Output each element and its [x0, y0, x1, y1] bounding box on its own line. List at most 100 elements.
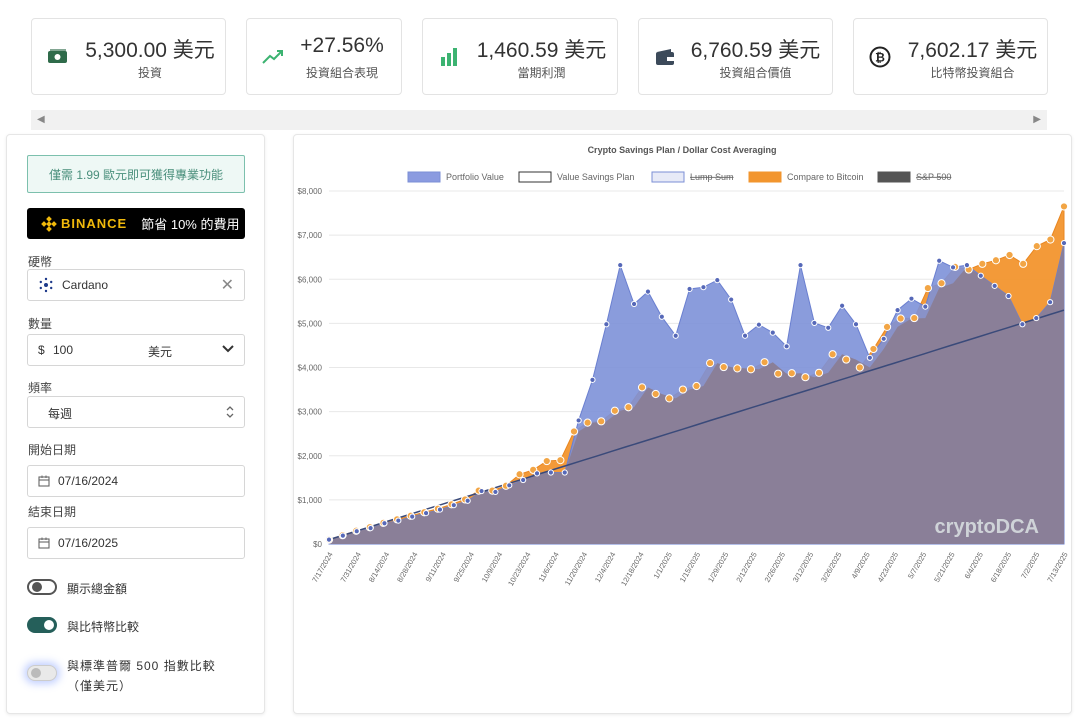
trend-up-icon [261, 45, 285, 69]
portfolio-point [644, 288, 652, 295]
portfolio-point [381, 520, 388, 527]
portfolio-point [825, 324, 832, 331]
portfolio-point [520, 476, 527, 484]
legend-label: S&P 500 [916, 172, 951, 182]
binance-logo-text: BINANCE [61, 216, 128, 231]
stat-value: 7,602.17 美元 [907, 39, 1038, 62]
portfolio-point [575, 417, 582, 424]
wallet-icon [653, 45, 677, 69]
bitcoin-point [923, 283, 932, 293]
bitcoin-point [814, 368, 824, 377]
calendar-icon [38, 475, 50, 490]
y-tick-label: $7,000 [298, 231, 323, 240]
frequency-select[interactable]: 每週 [27, 396, 245, 428]
stat-label: 投資 [137, 66, 162, 80]
legend-label: Value Savings Plan [557, 172, 634, 182]
toggle-show-total-label: 顯示總金額 [67, 582, 128, 596]
x-tick-label: 3/26/2025 [819, 551, 843, 584]
portfolio-point [630, 300, 638, 308]
x-tick-label: 7/31/2024 [339, 551, 363, 584]
frequency-value: 每週 [48, 407, 73, 421]
bitcoin-point [1059, 202, 1069, 211]
portfolio-point [686, 285, 693, 293]
bitcoin-point [1005, 250, 1014, 260]
toggle-knob [31, 668, 41, 678]
portfolio-point [547, 469, 554, 476]
bitcoin-point [1032, 242, 1041, 251]
toggle-sp500-line2: （僅美元） [67, 679, 133, 693]
portfolio-point [603, 321, 610, 328]
frequency-label: 頻率 [28, 381, 53, 395]
stat-label: 投資組合價值 [719, 66, 792, 80]
portfolio-point [866, 354, 873, 361]
bitcoin-point [556, 456, 565, 465]
toggle-compare-sp500[interactable] [27, 665, 57, 681]
bitcoin-point [855, 363, 864, 372]
bitcoin-point [1046, 235, 1055, 244]
toggle-compare-bitcoin-label: 與比特幣比較 [67, 620, 140, 634]
clear-icon[interactable]: ✕ [220, 277, 234, 294]
end-date-label: 結束日期 [28, 505, 77, 519]
stat-value: 6,760.59 美元 [690, 39, 821, 62]
y-tick-label: $4,000 [298, 364, 323, 373]
bitcoin-point [610, 406, 619, 415]
calendar-icon [38, 537, 50, 552]
binance-banner[interactable]: BINANCE 節省 10% 的費用 [27, 208, 245, 239]
x-tick-label: 12/18/2024 [619, 551, 646, 588]
x-tick-label: 3/12/2025 [791, 551, 815, 584]
portfolio-point [658, 313, 665, 320]
end-date-input[interactable]: 07/16/2025 [27, 527, 245, 559]
x-tick-label: 7/13/2025 [1045, 551, 1069, 584]
scroll-right-icon[interactable]: ▶ [1033, 114, 1041, 125]
x-tick-label: 1/29/2025 [706, 551, 730, 584]
bitcoin-point [842, 355, 851, 364]
toggle-knob [32, 582, 42, 592]
portfolio-point [797, 262, 804, 269]
x-tick-label: 7/17/2024 [310, 551, 334, 584]
bitcoin-point [692, 381, 701, 391]
y-tick-label: $8,000 [298, 187, 323, 196]
watermark: cryptoDCA [935, 516, 1039, 538]
x-tick-label: 10/23/2024 [506, 551, 533, 588]
x-tick-label: 6/4/2025 [963, 551, 985, 581]
bitcoin-point [665, 394, 674, 403]
currency-value[interactable]: 美元 [148, 345, 173, 359]
pro-features-banner[interactable]: 僅需 1.99 歐元即可獲得專業功能 [27, 155, 245, 193]
stat-label: 當期利潤 [517, 66, 566, 80]
stat-card-profit: 1,460.59 美元 當期利潤 [422, 18, 618, 95]
stat-value: 5,300.00 美元 [85, 39, 215, 62]
horizontal-scrollbar[interactable]: ◀ ▶ [31, 110, 1047, 130]
amount-prefix: $ [38, 343, 45, 357]
scroll-left-icon[interactable]: ◀ [37, 114, 45, 125]
portfolio-point [894, 307, 901, 314]
svg-text:₿: ₿ [875, 51, 885, 65]
amount-value[interactable]: 100 [53, 343, 74, 357]
coin-value: Cardano [62, 278, 109, 292]
x-tick-label: 4/23/2025 [876, 551, 900, 584]
portfolio-point [492, 488, 499, 496]
legend-swatch [877, 171, 911, 183]
toggle-compare-bitcoin[interactable] [27, 617, 57, 633]
start-date-input[interactable]: 07/16/2024 [27, 465, 245, 497]
portfolio-point [936, 257, 943, 264]
portfolio-point [700, 284, 707, 291]
bitcoin-point [597, 417, 606, 426]
stat-value: +27.56% [300, 34, 384, 57]
bitcoin-point [583, 418, 592, 427]
coin-select[interactable]: Cardano ✕ [27, 269, 245, 301]
legend-label: Compare to Bitcoin [787, 172, 864, 182]
toggle-compare-sp500-label: 與標準普爾 500 指數比較 （僅美元） [67, 656, 216, 696]
chevron-down-icon[interactable] [222, 343, 234, 357]
chart-title: Crypto Savings Plan / Dollar Cost Averag… [588, 145, 777, 155]
amount-input[interactable]: $ 100 美元 [27, 334, 245, 366]
toggle-show-total[interactable] [27, 579, 57, 595]
legend-swatch [748, 171, 782, 183]
stat-value: 1,460.59 美元 [476, 39, 607, 62]
legend-swatch [651, 171, 685, 183]
bitcoin-point [937, 279, 946, 288]
bitcoin-icon: ₿ [868, 45, 892, 69]
portfolio-point [672, 332, 679, 339]
legend-swatch [518, 171, 552, 183]
stat-label: 投資組合表現 [305, 66, 378, 80]
x-tick-label: 2/12/2025 [734, 551, 758, 584]
